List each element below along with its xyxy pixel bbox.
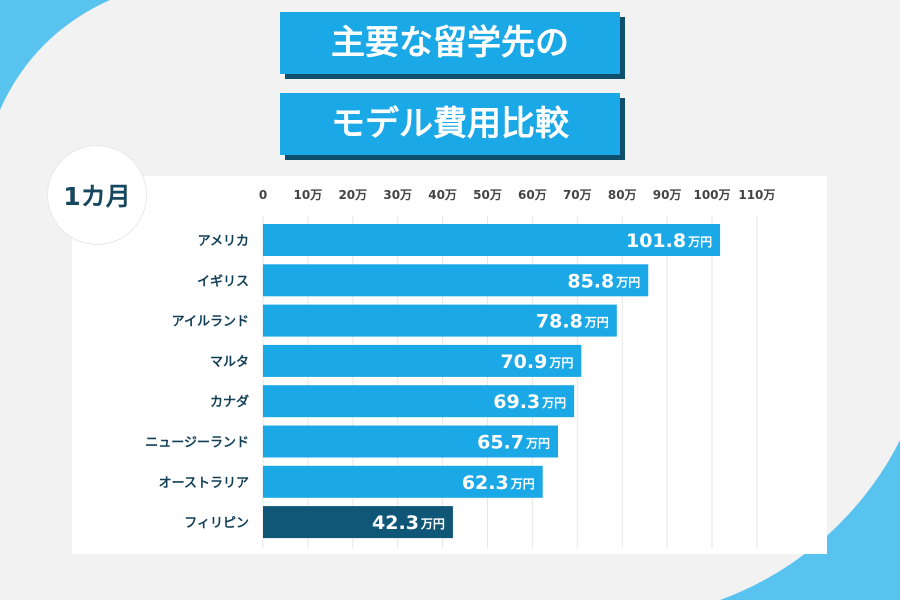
x-tick-label: 40万	[428, 188, 457, 202]
value-unit: 万円	[541, 396, 566, 410]
x-tick-label: 0	[259, 188, 267, 202]
value-unit: 万円	[525, 437, 550, 451]
bar	[263, 264, 649, 297]
bar	[263, 344, 582, 377]
x-tick-label: 10万	[294, 188, 323, 202]
x-tick-label: 100万	[693, 188, 730, 202]
value-label: 78.8	[536, 311, 583, 333]
category-label: アイルランド	[172, 315, 249, 330]
x-tick-label: 80万	[608, 188, 637, 202]
bar	[263, 385, 575, 418]
x-tick-label: 50万	[473, 188, 502, 202]
x-tick-label: 60万	[518, 188, 547, 202]
category-label: カナダ	[210, 394, 249, 410]
bar	[263, 425, 558, 458]
value-label: 70.9	[500, 351, 547, 373]
title-line-2: モデル費用比較	[280, 93, 620, 155]
value-unit: 万円	[615, 275, 640, 289]
x-tick-label: 20万	[338, 188, 367, 202]
value-label: 65.7	[477, 432, 524, 454]
category-label: フィリピン	[184, 516, 249, 531]
deco-shape-bottom-right	[720, 440, 900, 600]
period-badge: 1カ月	[48, 146, 146, 244]
bar	[263, 224, 721, 256]
value-unit: 万円	[687, 235, 712, 249]
bar	[263, 465, 543, 498]
category-label: ニュージーランド	[145, 436, 249, 451]
x-tick-label: 30万	[383, 188, 412, 202]
value-label: 69.3	[493, 391, 540, 413]
value-unit: 万円	[510, 477, 535, 491]
value-label: 62.3	[462, 472, 509, 494]
category-label: アメリカ	[198, 234, 249, 249]
x-tick-label: 110万	[738, 188, 775, 202]
category-label: イギリス	[197, 273, 249, 289]
x-tick-label: 90万	[653, 188, 682, 202]
value-unit: 万円	[548, 356, 573, 370]
value-unit: 万円	[420, 517, 445, 531]
title-line-1: 主要な留学先の	[280, 12, 620, 74]
x-tick-label: 70万	[563, 188, 592, 202]
value-label: 101.8	[626, 230, 686, 252]
category-label: マルタ	[210, 355, 249, 370]
bar	[263, 304, 617, 337]
bar	[263, 506, 453, 539]
value-label: 42.3	[372, 512, 419, 534]
value-label: 85.8	[567, 270, 614, 292]
category-label: オーストラリア	[159, 476, 249, 491]
value-unit: 万円	[584, 316, 609, 330]
deco-shape-top-left	[0, 0, 110, 110]
